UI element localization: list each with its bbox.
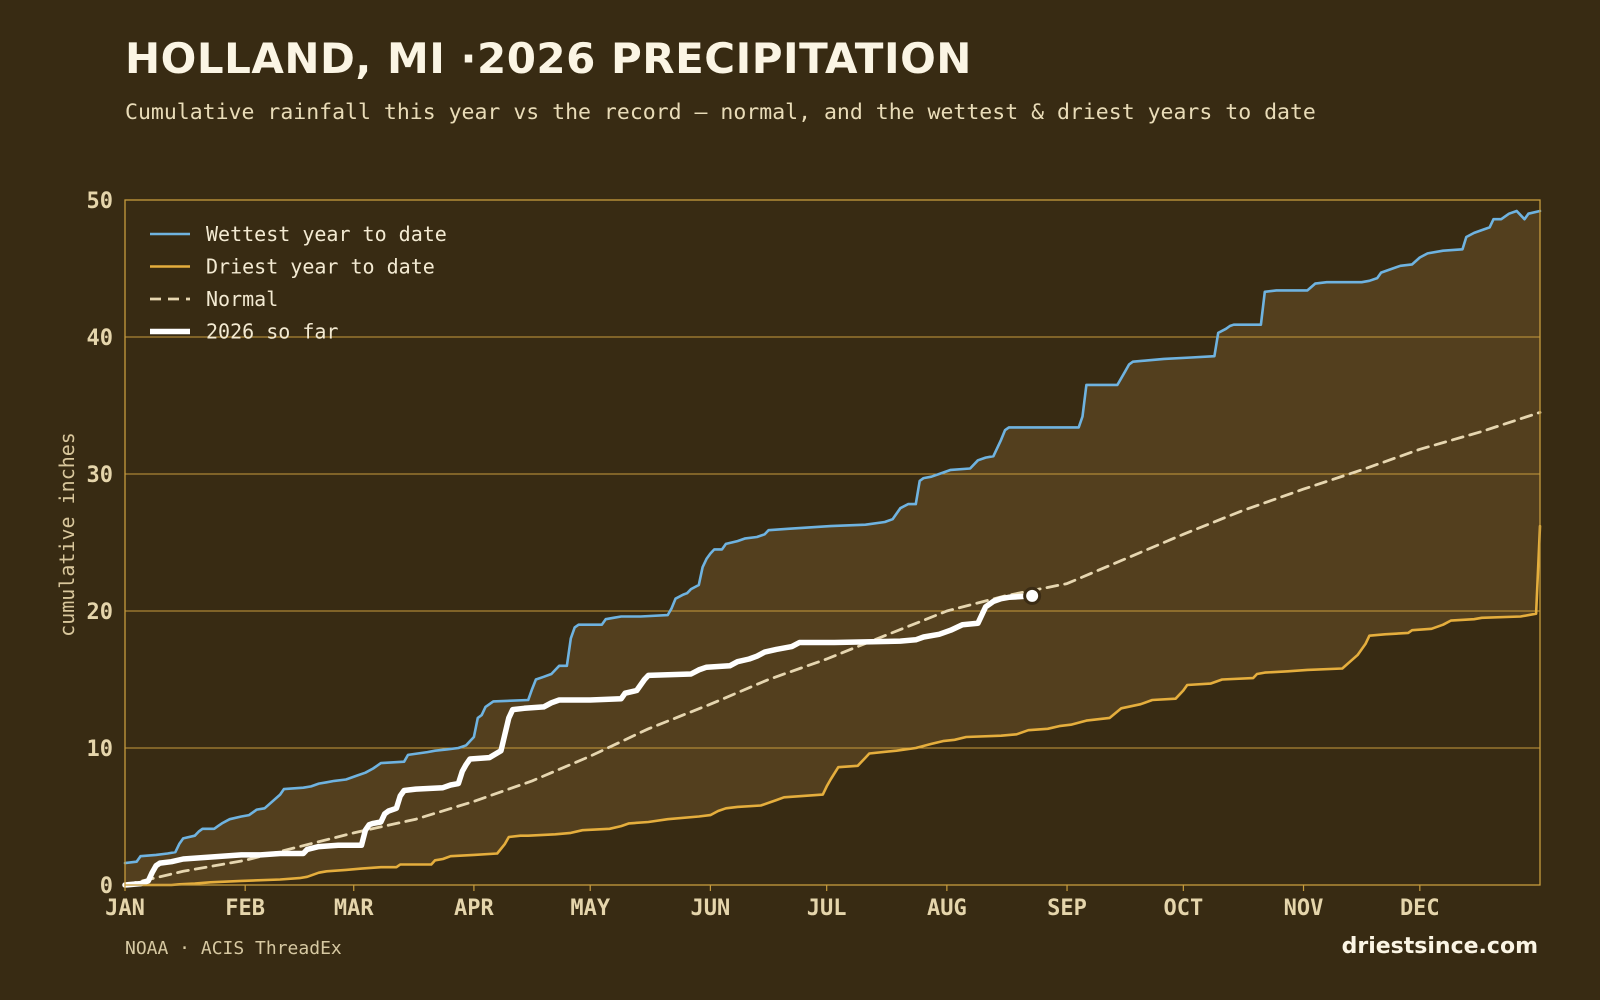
legend-label: Wettest year to date xyxy=(206,222,447,246)
x-tick-label: MAR xyxy=(334,896,374,921)
series-line-driest-year-to-date xyxy=(123,524,1542,887)
y-tick-label: 10 xyxy=(87,737,114,762)
x-tick-label: OCT xyxy=(1163,896,1203,921)
legend-label: Driest year to date xyxy=(206,255,435,279)
series-layer xyxy=(122,209,1542,888)
x-axis-ticks: JAN FEB MAR APR MAY JUN JUL AUG SEP OCT NOV DEC xyxy=(105,885,1440,921)
legend-item-normal: Normal xyxy=(150,287,278,311)
x-tick-label: APR xyxy=(454,896,494,921)
data-source: NOAA · ACIS ThreadEx xyxy=(125,938,342,959)
x-tick-label: JUN xyxy=(691,896,731,921)
wettest-driest-band xyxy=(125,210,1540,885)
chart-subtitle: Cumulative rainfall this year vs the rec… xyxy=(125,100,1316,125)
y-axis-ticks: 0 10 20 30 40 50 xyxy=(87,189,114,899)
legend-item-driest-year-to-date: Driest year to date xyxy=(150,255,435,279)
x-tick-label: MAY xyxy=(570,896,610,921)
y-tick-label: 0 xyxy=(100,874,113,899)
legend-item-wettest-year-to-date: Wettest year to date xyxy=(150,222,447,246)
legend-label: Normal xyxy=(206,287,278,311)
x-tick-label: AUG xyxy=(927,896,967,921)
chart-legend: Wettest year to date Driest year to date N… xyxy=(150,222,447,344)
current-value-marker xyxy=(1023,586,1042,605)
x-tick-label: SEP xyxy=(1047,896,1087,921)
y-tick-label: 30 xyxy=(87,463,114,488)
series-line-wettest-year-to-date xyxy=(123,209,1542,865)
y-axis-label: cumulative inches xyxy=(55,432,79,637)
x-tick-label: JUL xyxy=(807,896,847,921)
x-tick-label: DEC xyxy=(1400,896,1440,921)
y-tick-label: 20 xyxy=(87,600,114,625)
x-tick-label: FEB xyxy=(225,896,265,921)
legend-label: 2026 so far xyxy=(206,320,338,344)
plot-border xyxy=(124,199,1541,886)
chart-title: HOLLAND, MI ·2026 PRECIPITATION xyxy=(125,34,972,83)
series-line-2026-so-far xyxy=(122,593,1035,888)
series-line-normal xyxy=(123,410,1542,887)
x-tick-label: JAN xyxy=(105,896,145,921)
legend-item-2026-so-far: 2026 so far xyxy=(150,320,338,344)
site-link[interactable]: driestsince.com xyxy=(1341,934,1538,959)
y-tick-label: 50 xyxy=(87,189,114,214)
y-tick-label: 40 xyxy=(87,326,114,351)
x-tick-label: NOV xyxy=(1284,896,1324,921)
